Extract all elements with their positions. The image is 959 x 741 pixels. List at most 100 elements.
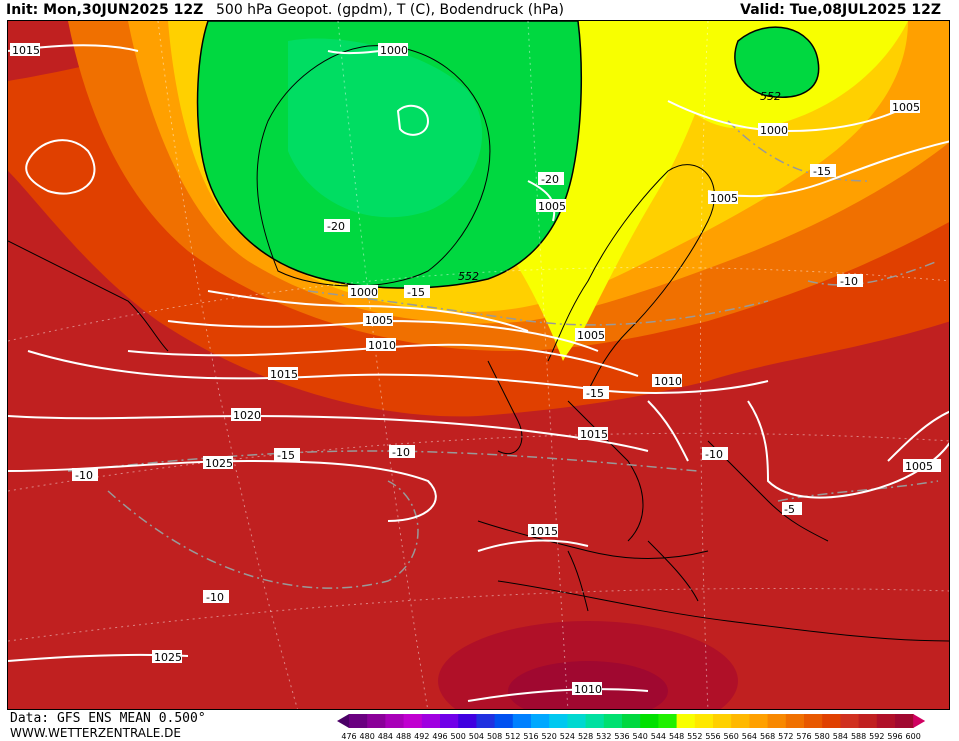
colorbar-tick-label: 568 (760, 732, 775, 741)
colorbar-tick-label: 492 (414, 732, 429, 741)
colorbar-tick-label: 596 (887, 732, 902, 741)
geopotential-label-group: 552 552 (458, 90, 781, 283)
temp-label: -15 (586, 387, 604, 400)
init-time: Init: Mon,30JUN2025 12Z (6, 2, 204, 18)
map-footer: Data: GFS ENS MEAN 0.500° WWW.WETTERZENT… (0, 710, 959, 741)
colorbar-tick-label: 540 (633, 732, 648, 741)
cold-low-northeast (734, 26, 820, 98)
isotherms (67, 120, 939, 589)
colorbar-cell (658, 714, 678, 728)
data-source: Data: GFS ENS MEAN 0.500° (10, 711, 206, 726)
colorbar-cell (531, 714, 550, 728)
colorbar-cell (385, 714, 405, 728)
temp-label: -10 (206, 591, 224, 604)
isobar-label: 1025 (154, 651, 182, 664)
temp-label-group: -20 -20 -15 -15 -10 -15 -10 -15 -10 -10 … (72, 164, 863, 604)
colorbar-cell (512, 714, 532, 728)
colorbar-tick-label: 488 (396, 732, 411, 741)
colorbar-cell (822, 714, 841, 728)
colorbar-tick-label: 528 (578, 732, 593, 741)
colorbar-tick-label: 496 (432, 732, 447, 741)
temp-label: -20 (327, 220, 345, 233)
colorbar-cell (549, 714, 568, 728)
colorbar-tick-label: 504 (469, 732, 484, 741)
map-canvas: 1015 1000 1000 1005 1005 1005 1000 1005 … (8, 21, 949, 709)
colorbar-cells (337, 714, 926, 728)
colorbar-tick-label: 532 (596, 732, 611, 741)
colorbar-tick-label: 508 (487, 732, 502, 741)
colorbar-cell (895, 714, 914, 728)
site-url: WWW.WETTERZENTRALE.DE (10, 726, 181, 740)
colorbar-tick-label: 536 (614, 732, 629, 741)
colorbar-cell (713, 714, 732, 728)
temp-label: -15 (407, 286, 425, 299)
colorbar-cell (840, 714, 860, 728)
colorbar-tick-label: 564 (742, 732, 757, 741)
colorbar-tick-label: 576 (796, 732, 811, 741)
colorbar-arrow-right (913, 714, 926, 728)
isobar-label: 1005 (892, 101, 920, 114)
temp-label: -10 (840, 275, 858, 288)
colorbar-tick-label: 588 (851, 732, 866, 741)
colorbar-tick-label: 500 (451, 732, 466, 741)
colorbar-cell (676, 714, 696, 728)
colorbar-tick-label: 524 (560, 732, 575, 741)
colorbar-cell (567, 714, 587, 728)
colorbar-ticks: 476 480 484 488 492 496 500 504 508 512 516 520 524 5… (341, 732, 920, 741)
valid-time: Valid: Tue,08JUL2025 12Z (740, 2, 941, 18)
geopotential-label: 552 (760, 90, 781, 103)
temp-label: -20 (541, 173, 559, 186)
colorbar-cell (403, 714, 423, 728)
geopotential-label: 552 (458, 270, 479, 283)
temp-label: -15 (277, 449, 295, 462)
colorbar-tick-label: 484 (378, 732, 393, 741)
isobar-label: 1005 (905, 460, 933, 473)
colorbar-cell (440, 714, 459, 728)
colorbar-tick-label: 516 (523, 732, 538, 741)
graticule (8, 21, 949, 709)
colorbar-cell (367, 714, 386, 728)
isobar-label-group: 1015 1000 1000 1005 1005 1005 1000 1005 … (10, 43, 941, 696)
colorbar-arrow-left (337, 714, 349, 728)
isobar-label: 1015 (530, 525, 558, 538)
isobar-label: 1015 (580, 428, 608, 441)
colorbar-tick-label: 584 (833, 732, 848, 741)
weather-map: 1015 1000 1000 1005 1005 1005 1000 1005 … (7, 20, 950, 710)
colorbar-tick-label: 548 (669, 732, 684, 741)
colorbar-cell (622, 714, 641, 728)
temp-label: -10 (75, 469, 93, 482)
isobar-label: 1020 (233, 409, 261, 422)
colorbar-tick-label: 556 (705, 732, 720, 741)
isobar-label: 1015 (270, 368, 298, 381)
map-header: Init: Mon,30JUN2025 12Z 500 hPa Geopot. … (0, 0, 959, 20)
colorbar-tick-label: 480 (360, 732, 375, 741)
temp-label: -10 (705, 448, 723, 461)
colorbar-cell (494, 714, 514, 728)
colorbar-cell (421, 714, 441, 728)
colorbar-tick-label: 552 (687, 732, 702, 741)
temp-label: -5 (784, 503, 795, 516)
isobar-label: 1000 (350, 286, 378, 299)
isobar-label: 1010 (574, 683, 602, 696)
colorbar-cell (749, 714, 769, 728)
isobar-label: 1005 (710, 192, 738, 205)
colorbar-cell (804, 714, 823, 728)
colorbar-cell (858, 714, 878, 728)
isobar-label: 1025 (205, 457, 233, 470)
isobar-label: 1005 (538, 200, 566, 213)
cold-core-greenland (288, 38, 483, 218)
map-title: 500 hPa Geopot. (gpdm), T (C), Bodendruc… (216, 2, 564, 18)
isobar-label: 1010 (368, 339, 396, 352)
colorbar-tick-label: 600 (906, 732, 921, 741)
colorbar-cell (458, 714, 477, 728)
colorbar-cell (694, 714, 714, 728)
colorbar-tick-label: 544 (651, 732, 666, 741)
isobar-label: 1000 (760, 124, 788, 137)
temp-label: -15 (813, 165, 831, 178)
colorbar-cell (731, 714, 750, 728)
colorbar-cell (640, 714, 659, 728)
colorbar-tick-label: 572 (778, 732, 793, 741)
isobars (8, 44, 949, 702)
colorbar-cell (349, 714, 368, 728)
colorbar-tick-label: 476 (341, 732, 356, 741)
